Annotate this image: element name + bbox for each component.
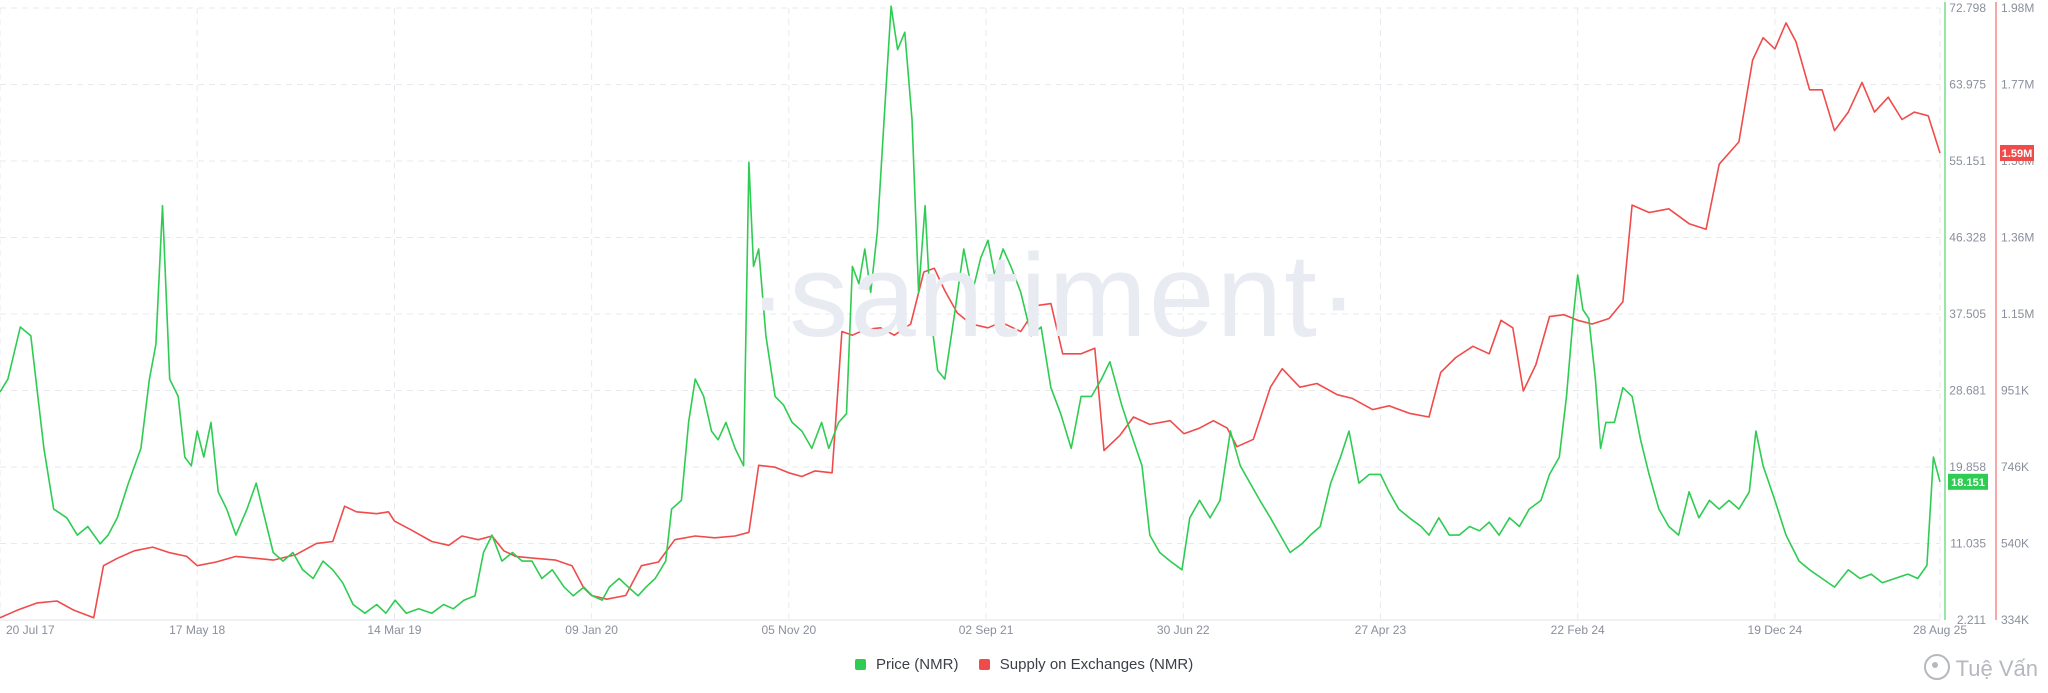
legend-item-price[interactable]: Price (NMR): [854, 656, 959, 673]
watermark: ·santiment·: [748, 230, 1361, 362]
x-tick-label: 02 Sep 21: [959, 623, 1014, 637]
right-y-tick-label: 540K: [2001, 537, 2029, 551]
right-y-tick-label: 1.15M: [2001, 307, 2034, 321]
series-price: [0, 5, 1941, 614]
right-y-tick-label: 334K: [2001, 613, 2029, 627]
right-y-tick-label: 1.36M: [2001, 231, 2034, 245]
legend-item-supply[interactable]: Supply on Exchanges (NMR): [978, 656, 1194, 673]
left-y-tick-label: 63.975: [1949, 78, 1986, 92]
right-y-axis: 1.98M1.77M1.56M1.36M1.15M951K746K540K334…: [1995, 1, 2034, 627]
x-tick-label: 28 Aug 25: [1913, 623, 1967, 637]
branding: Tuệ Vấn: [1923, 654, 2038, 682]
left-y-tick-label: 46.328: [1949, 231, 1986, 245]
x-tick-label: 30 Jun 22: [1157, 623, 1210, 637]
left-y-tick-label: 28.681: [1949, 384, 1986, 398]
left-y-tick-label: 37.505: [1949, 307, 1986, 321]
left-y-tick-label: 19.858: [1949, 460, 1986, 474]
left-y-tick-label: 55.151: [1949, 154, 1986, 168]
current-value-badges: 18.151 1.59M: [1948, 145, 2034, 490]
x-tick-label: 09 Jan 20: [565, 623, 618, 637]
right-y-tick-label: 746K: [2001, 460, 2029, 474]
x-tick-label: 22 Feb 24: [1551, 623, 1605, 637]
supply-line: [0, 22, 1941, 619]
x-tick-label: 20 Jul 17: [6, 623, 55, 637]
legend: Price (NMR) Supply on Exchanges (NMR): [0, 656, 2048, 673]
series-supply: [0, 22, 1941, 619]
price-current-badge: [1948, 473, 1988, 490]
price-line: [0, 5, 1941, 614]
supply-swatch: [978, 659, 990, 670]
price-current-label: 18.151: [1951, 477, 1985, 489]
left-y-tick-label: 11.035: [1950, 537, 1986, 551]
right-y-tick-label: 1.98M: [2001, 1, 2034, 15]
x-tick-label: 05 Nov 20: [761, 623, 816, 637]
x-tick-label: 14 Mar 19: [367, 623, 421, 637]
legend-supply-label: Supply on Exchanges (NMR): [999, 656, 1194, 673]
x-axis: 20 Jul 17 17 May 18 14 Mar 19 09 Jan 20 05 N…: [0, 619, 1967, 637]
legend-price-label: Price (NMR): [875, 656, 959, 673]
x-tick-label: 19 Dec 24: [1748, 623, 1803, 637]
right-y-tick-label: 951K: [2001, 384, 2029, 398]
supply-current-label: 1.59M: [2002, 148, 2033, 160]
left-y-tick-label: 72.798: [1949, 1, 1986, 15]
x-tick-label: 27 Apr 23: [1355, 623, 1407, 637]
price-swatch: [854, 659, 866, 670]
left-y-tick-label: 2.211: [1957, 613, 1986, 627]
logo-icon: [1923, 654, 1950, 680]
left-y-axis: 72.798 63.975 55.151 46.328 37.505 28.681 19.8…: [1944, 1, 1986, 627]
right-y-tick-label: 1.77M: [2001, 78, 2034, 92]
x-tick-label: 17 May 18: [169, 623, 225, 637]
supply-current-badge: [2000, 145, 2034, 162]
branding-text: Tuệ Vấn: [1955, 656, 2038, 681]
